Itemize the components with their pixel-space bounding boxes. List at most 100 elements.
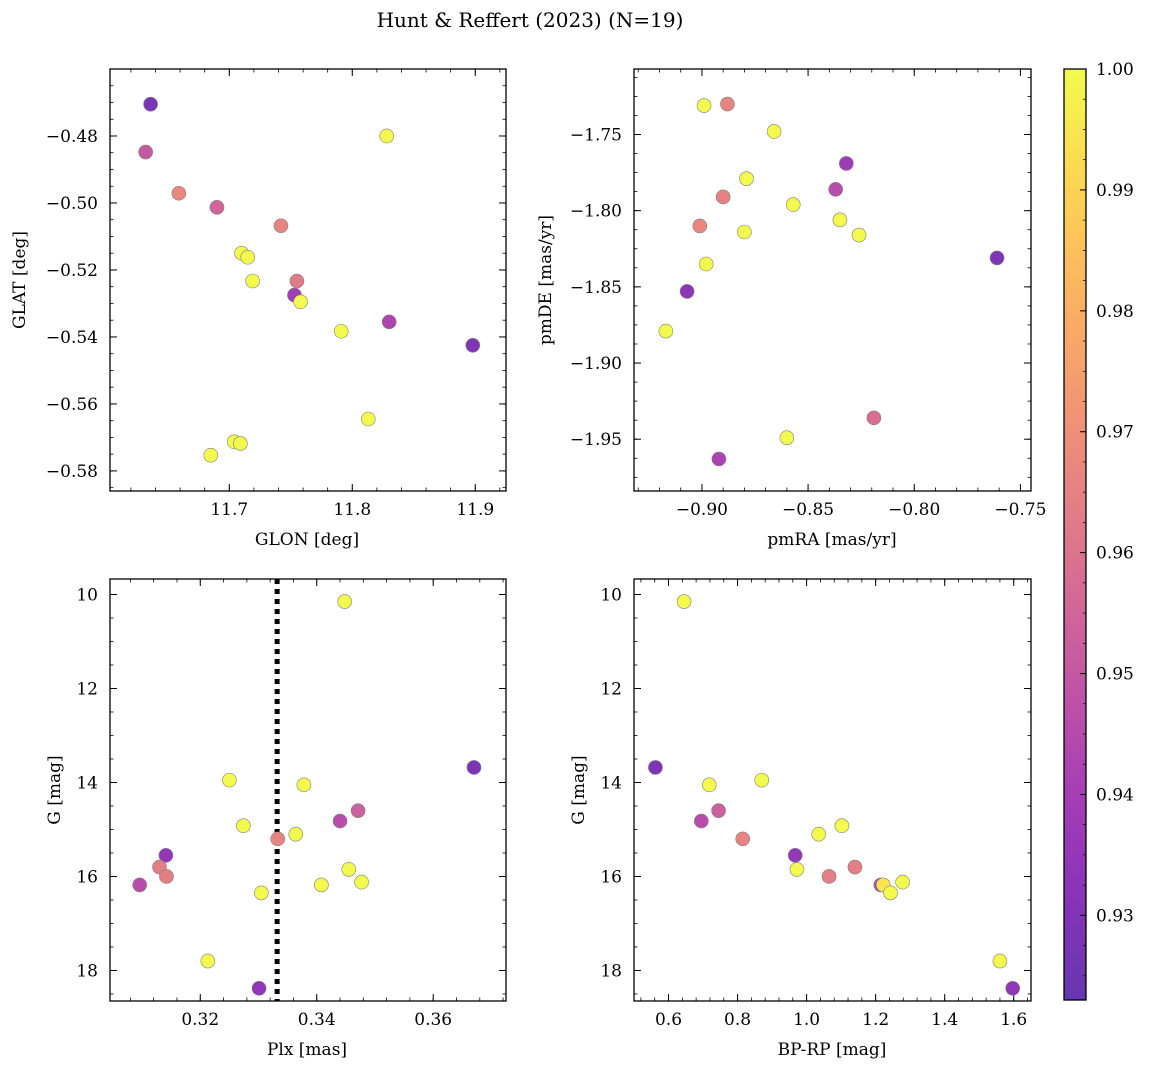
x-tick-label: 11.9	[456, 500, 494, 520]
data-point	[847, 859, 863, 875]
colorbar-tick-label: 0.96	[1096, 544, 1134, 564]
data-point	[143, 96, 158, 112]
data-point	[883, 885, 898, 901]
x-tick-label: 0.36	[414, 1010, 452, 1030]
data-point	[779, 430, 795, 445]
data-point	[293, 294, 308, 310]
data-point	[466, 760, 482, 775]
data-point	[715, 189, 731, 205]
data-point	[989, 250, 1005, 266]
data-point	[679, 284, 695, 299]
y-tick-label: 12	[600, 679, 622, 699]
x-axis-label: pmRA [mas/yr]	[767, 530, 896, 550]
data-point	[314, 877, 329, 893]
y-tick-label: 18	[76, 961, 98, 981]
x-tick-label: 0.32	[181, 1010, 219, 1030]
data-point	[739, 171, 754, 186]
colorbar-tick-label: 0.95	[1096, 665, 1134, 685]
data-point	[832, 212, 848, 228]
y-axis-label: G [mag]	[569, 755, 589, 824]
data-point	[676, 594, 692, 609]
panel-bprp-g: BP-RP [mag] G [mag] 0.6 0.8 1.0 1.2 1.4 1.6 10…	[569, 578, 1032, 1060]
data-point	[171, 185, 187, 201]
data-point	[332, 813, 348, 829]
y-tick-label: −0.48	[46, 127, 98, 147]
x-tick-label: 0.6	[655, 1010, 682, 1030]
x-tick-label: 0.34	[298, 1010, 336, 1030]
y-tick-label: −1.90	[570, 354, 622, 374]
data-point	[754, 772, 770, 788]
data-point	[132, 877, 147, 893]
data-point	[288, 826, 304, 842]
plot-frame	[633, 578, 1032, 1002]
data-point	[138, 144, 153, 160]
data-point	[696, 98, 712, 113]
y-tick-label: 10	[76, 586, 98, 606]
data-point	[895, 874, 910, 890]
x-tick-label: 11.7	[210, 500, 248, 520]
data-point	[711, 803, 726, 818]
data-point	[296, 777, 312, 793]
data-point	[866, 410, 882, 426]
data-point	[200, 953, 216, 969]
data-point	[222, 772, 237, 788]
y-tick-label: 14	[76, 773, 98, 793]
x-tick-label: −0.80	[888, 500, 940, 520]
y-tick-label: 14	[600, 773, 622, 793]
panel-glon-glat: GLON [deg] GLAT [deg] 11.7 11.8 11.9 −0.48 −…	[10, 68, 507, 550]
y-tick-label: 10	[600, 586, 622, 606]
data-point	[233, 436, 248, 451]
panel-pmra-pmde: pmRA [mas/yr] pmDE [mas/yr] −0.90 −0.85 −0…	[536, 68, 1046, 550]
y-tick-label: 18	[600, 961, 622, 981]
data-point	[711, 451, 727, 467]
data-point	[245, 273, 260, 289]
data-point	[270, 831, 286, 847]
data-point	[251, 981, 267, 996]
data-point	[350, 803, 366, 818]
figure-title: Hunt & Reffert (2023) (N=19)	[377, 8, 684, 32]
y-tick-label: −1.75	[570, 126, 622, 146]
data-point	[811, 826, 826, 842]
x-axis-label: BP-RP [mag]	[778, 1040, 887, 1060]
x-axis-label: GLON [deg]	[255, 530, 359, 550]
data-point	[720, 96, 735, 112]
panel-plx-g: Plx [mas] G [mag] 0.32 0.34 0.36 10 12 14 16 18	[45, 578, 507, 1060]
data-point	[694, 813, 709, 829]
x-tick-label: 1.2	[862, 1010, 889, 1030]
y-tick-label: −0.52	[46, 261, 98, 281]
x-tick-label: −0.75	[994, 500, 1046, 520]
data-point	[648, 760, 663, 775]
colorbar-gradient	[1063, 68, 1087, 1001]
colorbar-tick-label: 0.93	[1096, 906, 1134, 926]
colorbar: 0.93 0.94 0.95 0.96 0.97 0.98 0.99 1.00	[1063, 60, 1134, 1001]
y-tick-label: −1.80	[570, 202, 622, 222]
colorbar-tick-label: 0.99	[1096, 181, 1134, 201]
data-point	[254, 885, 269, 901]
y-tick-label: −0.58	[46, 462, 98, 482]
x-axis-label: Plx [mas]	[267, 1040, 347, 1060]
plot-frame	[633, 68, 1032, 492]
x-tick-label: 0.8	[724, 1010, 751, 1030]
data-point	[992, 953, 1008, 969]
x-tick-label: 1.6	[1000, 1010, 1027, 1030]
data-point	[692, 218, 708, 234]
y-axis-label: GLAT [deg]	[10, 231, 30, 329]
y-axis-label: pmDE [mas/yr]	[536, 215, 556, 345]
x-tick-label: 11.8	[333, 500, 371, 520]
x-tick-label: −0.90	[676, 500, 728, 520]
data-point	[834, 818, 850, 834]
data-point	[289, 273, 305, 289]
data-point	[381, 314, 397, 330]
data-point	[240, 249, 256, 265]
data-point	[789, 862, 805, 877]
data-point	[838, 156, 854, 171]
data-point	[658, 323, 674, 339]
data-point	[735, 831, 751, 847]
plot-frame	[109, 68, 507, 492]
colorbar-tick-label: 0.94	[1096, 785, 1134, 805]
data-point	[737, 224, 752, 240]
data-point	[787, 848, 803, 863]
colorbar-tick-label: 1.00	[1096, 60, 1134, 80]
y-axis-label: G [mag]	[45, 755, 65, 824]
